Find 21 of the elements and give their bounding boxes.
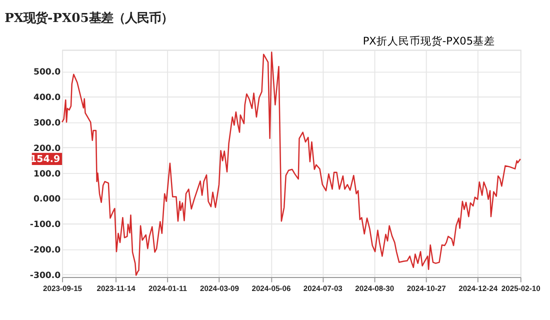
x-tick-label: 2023-09-15 xyxy=(43,284,83,293)
y-tick-label: 500.0 xyxy=(33,68,61,78)
y-tick-label: -300.0 xyxy=(30,270,61,281)
x-tick-label: 2024-10-27 xyxy=(406,284,446,293)
y-tick-label: 100.0 xyxy=(33,169,61,180)
x-tick-label: 2024-08-30 xyxy=(355,284,394,293)
chart-title: PX现货-PX05基差（人民币） xyxy=(4,10,173,26)
y-tick-label: 400.0 xyxy=(33,93,61,104)
x-tick-label: 2024-03-09 xyxy=(200,284,239,293)
y-tick-label: 0.000 xyxy=(33,194,61,205)
y-tick-label: -100.0 xyxy=(30,220,61,230)
y-tick-label: -200.0 xyxy=(30,245,61,256)
x-tick-label: 2025-02-10 xyxy=(501,284,540,293)
x-tick-label: 2024-07-03 xyxy=(303,284,342,293)
text: PX折人民币现货-PX05基差 xyxy=(362,34,496,48)
x-tick-label: 2024-05-06 xyxy=(252,284,291,293)
x-tick-label: 2024-01-11 xyxy=(148,284,188,293)
y-tick-label: 300.0 xyxy=(33,118,61,128)
x-tick-label: 2024-12-24 xyxy=(458,284,498,293)
y-tick-label: 200.0 xyxy=(33,144,61,154)
x-tick-label: 2023-11-14 xyxy=(96,284,136,293)
